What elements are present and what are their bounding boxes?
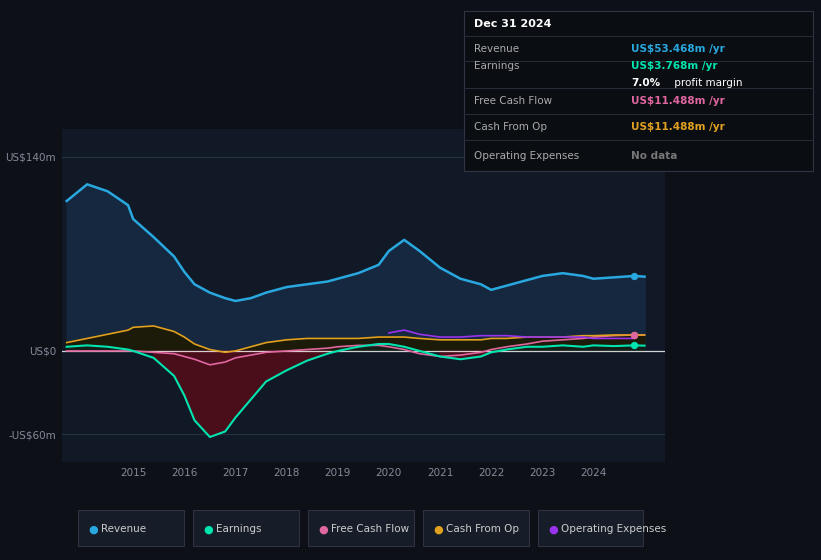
Text: Revenue: Revenue	[101, 524, 146, 534]
Text: Free Cash Flow: Free Cash Flow	[475, 96, 553, 106]
Text: Earnings: Earnings	[475, 61, 520, 71]
Text: Operating Expenses: Operating Expenses	[475, 151, 580, 161]
Text: Revenue: Revenue	[475, 44, 520, 54]
Text: ●: ●	[89, 524, 99, 534]
Text: US$3.768m /yr: US$3.768m /yr	[631, 61, 718, 71]
Text: 7.0%: 7.0%	[631, 78, 660, 88]
Text: Earnings: Earnings	[216, 524, 261, 534]
Text: US$53.468m /yr: US$53.468m /yr	[631, 44, 725, 54]
Point	[628, 272, 641, 281]
Text: profit margin: profit margin	[672, 78, 743, 88]
Text: Operating Expenses: Operating Expenses	[561, 524, 666, 534]
Text: Free Cash Flow: Free Cash Flow	[331, 524, 409, 534]
Text: ●: ●	[204, 524, 213, 534]
Text: ●: ●	[319, 524, 328, 534]
Text: ●: ●	[433, 524, 443, 534]
Point	[628, 330, 641, 339]
Text: Dec 31 2024: Dec 31 2024	[475, 18, 552, 29]
Point	[628, 330, 641, 339]
Text: US$11.488m /yr: US$11.488m /yr	[631, 122, 725, 132]
Text: Cash From Op: Cash From Op	[475, 122, 548, 132]
Point	[628, 341, 641, 350]
Text: ●: ●	[548, 524, 558, 534]
Text: No data: No data	[631, 151, 677, 161]
Text: US$11.488m /yr: US$11.488m /yr	[631, 96, 725, 106]
Text: Cash From Op: Cash From Op	[446, 524, 519, 534]
